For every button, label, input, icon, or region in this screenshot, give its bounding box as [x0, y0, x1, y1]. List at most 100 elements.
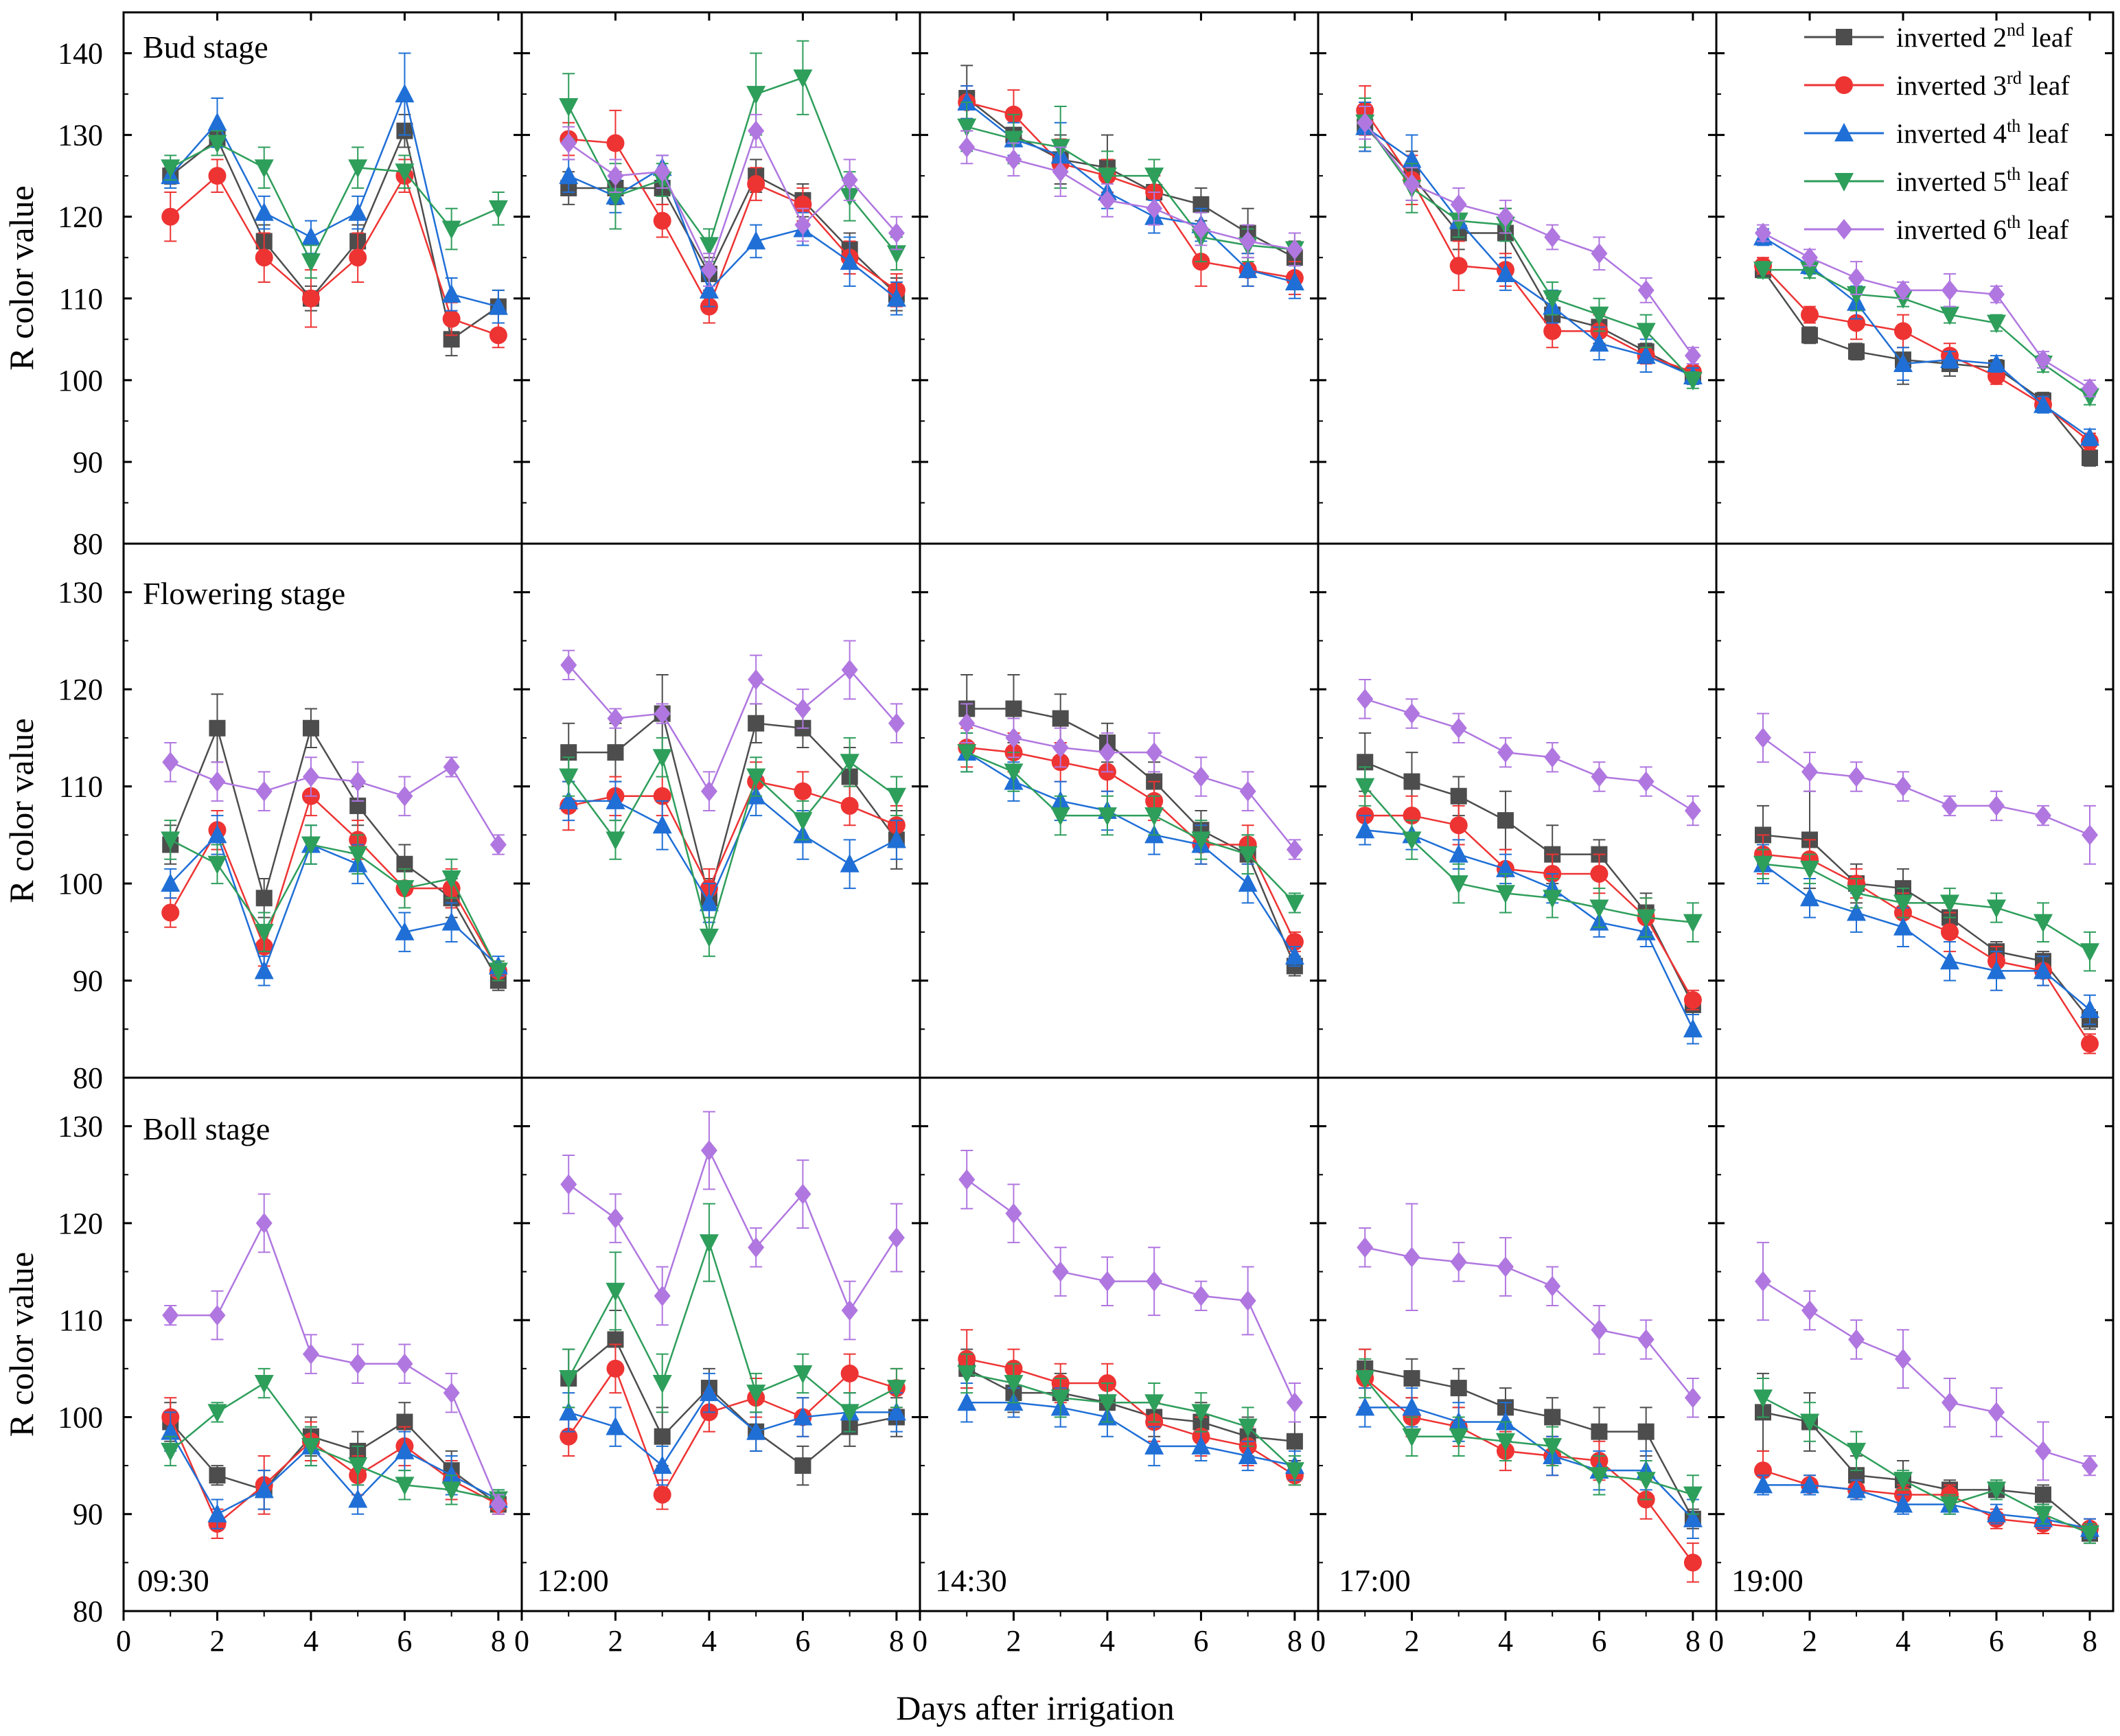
data-point [1543, 322, 1562, 340]
data-point [748, 715, 765, 732]
y-tick-label: 110 [59, 770, 103, 804]
panel [122, 11, 523, 545]
data-point [886, 1402, 906, 1421]
series-line [568, 1240, 897, 1413]
y-tick-label: 120 [58, 1207, 103, 1240]
data-point [1450, 194, 1467, 215]
data-point [1755, 222, 1771, 244]
series-line [170, 839, 499, 971]
data-point [1005, 1203, 1022, 1224]
panel [1715, 11, 2115, 545]
series-2 [1357, 101, 1701, 385]
data-point [1284, 946, 1304, 965]
data-point [161, 831, 181, 850]
data-point [161, 1442, 181, 1461]
series-4 [1355, 1387, 1703, 1540]
data-point [1848, 268, 1865, 288]
series-line [568, 76, 897, 255]
data-point [1449, 257, 1468, 275]
legend-label: inverted 2nd leaf [1896, 20, 2073, 53]
data-point [748, 120, 765, 141]
data-point [1284, 894, 1304, 914]
series-3 [560, 109, 906, 324]
series-6 [560, 1111, 905, 1341]
data-point [1800, 1413, 1819, 1433]
data-point [1097, 807, 1117, 826]
series-line [568, 1148, 897, 1312]
series-6 [1755, 222, 2098, 399]
data-point [2033, 394, 2053, 413]
data-point [208, 167, 227, 185]
data-point [559, 165, 579, 185]
data-point [840, 853, 860, 872]
data-point [1800, 860, 1819, 879]
series-6 [162, 741, 507, 855]
data-point [559, 768, 579, 787]
data-point [1497, 206, 1514, 227]
data-point [1684, 1387, 1701, 1409]
data-point [1191, 831, 1211, 850]
x-tick-label: 2 [608, 1624, 623, 1658]
series-line [170, 128, 499, 341]
x-tick-label: 2 [1404, 1624, 1419, 1658]
panel-border [1317, 1076, 1718, 1612]
legend-label: inverted 3rd leaf [1896, 68, 2070, 101]
y-tick-label: 100 [58, 364, 103, 397]
data-point [255, 248, 273, 267]
data-point [1144, 1435, 1164, 1455]
data-point [1895, 776, 1911, 797]
data-point [748, 669, 765, 691]
data-point [209, 771, 226, 792]
data-point [1144, 1394, 1164, 1413]
data-point [1940, 951, 1959, 970]
data-point [607, 1207, 624, 1229]
legend-label: inverted 5th leaf [1896, 164, 2069, 197]
data-point [1239, 1290, 1256, 1311]
data-point [1098, 1271, 1116, 1292]
data-point [1755, 1271, 1771, 1292]
data-point [840, 1364, 859, 1382]
data-point [1543, 1437, 1563, 1457]
data-point [840, 754, 860, 773]
data-point [1683, 991, 1702, 1009]
x-tick-label: 8 [2082, 1624, 2097, 1658]
x-tick-label: 4 [303, 1624, 319, 1658]
series-4 [1753, 844, 2099, 1026]
data-point [1847, 885, 1866, 904]
data-point [1683, 914, 1703, 933]
legend-marker [1835, 76, 1853, 94]
data-point [654, 703, 671, 724]
stage-label: Flowering stage [143, 576, 345, 611]
legend-item: inverted 2nd leaf [1804, 20, 2073, 53]
data-point [1004, 130, 1024, 150]
data-point [302, 719, 319, 737]
data-point [1098, 742, 1116, 763]
data-point [1988, 795, 2005, 816]
data-point [794, 214, 811, 235]
stage-label: Boll stage [143, 1111, 270, 1146]
data-point [1052, 737, 1069, 759]
data-point [1497, 1256, 1514, 1277]
data-point [1684, 345, 1701, 367]
data-point [1940, 1496, 1959, 1515]
data-point [1403, 1369, 1420, 1387]
series-4 [559, 1372, 906, 1486]
data-point [1286, 1433, 1303, 1450]
series-line [568, 794, 897, 905]
data-point [1403, 174, 1420, 195]
data-point [441, 283, 461, 303]
data-point [886, 787, 906, 807]
data-point [1847, 1479, 1866, 1498]
series-5 [161, 130, 508, 279]
data-point [1450, 1251, 1467, 1273]
series-line [1762, 232, 2090, 389]
data-point [606, 831, 625, 850]
data-point [1005, 700, 1022, 717]
data-point [746, 1421, 766, 1440]
x-tick-label: 4 [702, 1624, 717, 1658]
series-line [1364, 1378, 1694, 1496]
data-point [162, 1305, 179, 1326]
panel [520, 1076, 921, 1621]
data-point [209, 1467, 226, 1484]
